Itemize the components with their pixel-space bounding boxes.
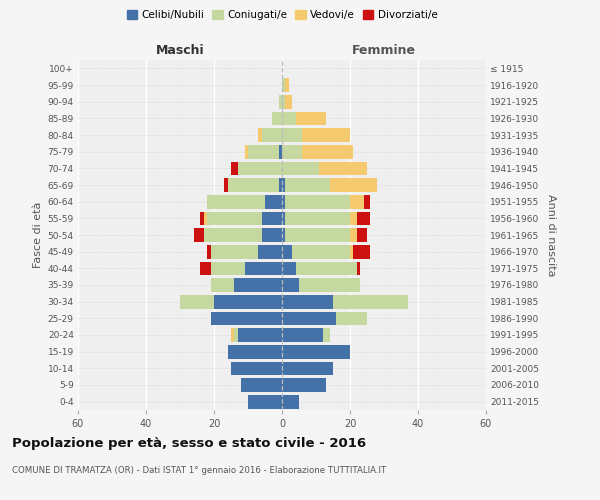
Text: COMUNE DI TRAMATZA (OR) - Dati ISTAT 1° gennaio 2016 - Elaborazione TUTTITALIA.I: COMUNE DI TRAMATZA (OR) - Dati ISTAT 1° … (12, 466, 386, 475)
Bar (238, 162, 282, 175)
Bar (200, 262, 211, 275)
Bar (282, 362, 333, 375)
Bar (353, 245, 370, 258)
Bar (319, 162, 367, 175)
Bar (282, 312, 337, 325)
Bar (282, 162, 319, 175)
Bar (241, 378, 282, 392)
Bar (350, 228, 357, 242)
Bar (211, 312, 282, 325)
Y-axis label: Anni di nascita: Anni di nascita (546, 194, 556, 276)
Bar (302, 128, 350, 142)
Bar (282, 345, 350, 358)
Bar (329, 178, 377, 192)
Bar (302, 145, 353, 158)
Bar (211, 262, 245, 275)
Bar (286, 195, 350, 208)
Text: Femmine: Femmine (352, 44, 416, 57)
Bar (231, 328, 235, 342)
Bar (282, 78, 286, 92)
Bar (207, 195, 265, 208)
Bar (265, 195, 282, 208)
Bar (278, 145, 282, 158)
Bar (235, 278, 282, 292)
Text: Maschi: Maschi (155, 44, 205, 57)
Bar (323, 328, 329, 342)
Bar (286, 212, 350, 225)
Bar (299, 278, 360, 292)
Bar (286, 95, 292, 108)
Bar (282, 295, 333, 308)
Y-axis label: Fasce di età: Fasce di età (34, 202, 43, 268)
Bar (357, 212, 370, 225)
Bar (282, 262, 296, 275)
Bar (214, 295, 282, 308)
Bar (207, 212, 262, 225)
Bar (227, 345, 282, 358)
Bar (278, 95, 282, 108)
Bar (248, 395, 282, 408)
Bar (357, 262, 360, 275)
Bar (282, 328, 323, 342)
Bar (235, 328, 238, 342)
Bar (227, 178, 278, 192)
Bar (231, 362, 282, 375)
Bar (231, 162, 238, 175)
Bar (296, 112, 326, 125)
Bar (272, 112, 282, 125)
Bar (282, 395, 299, 408)
Bar (286, 228, 350, 242)
Bar (245, 145, 248, 158)
Bar (278, 178, 282, 192)
Legend: Celibi/Nubili, Coniugati/e, Vedovi/e, Divorziati/e: Celibi/Nubili, Coniugati/e, Vedovi/e, Di… (122, 6, 442, 24)
Bar (211, 245, 258, 258)
Bar (200, 212, 204, 225)
Bar (258, 128, 262, 142)
Bar (238, 328, 282, 342)
Bar (292, 245, 350, 258)
Bar (364, 195, 370, 208)
Bar (204, 212, 207, 225)
Bar (350, 195, 364, 208)
Bar (282, 278, 299, 292)
Bar (282, 112, 296, 125)
Bar (282, 228, 286, 242)
Bar (282, 95, 286, 108)
Bar (286, 78, 289, 92)
Bar (245, 262, 282, 275)
Bar (180, 295, 214, 308)
Bar (333, 295, 408, 308)
Bar (282, 145, 302, 158)
Bar (282, 178, 286, 192)
Bar (211, 278, 235, 292)
Bar (262, 128, 282, 142)
Text: Popolazione per età, sesso e stato civile - 2016: Popolazione per età, sesso e stato civil… (12, 438, 366, 450)
Bar (286, 178, 329, 192)
Bar (282, 195, 286, 208)
Bar (258, 245, 282, 258)
Bar (262, 212, 282, 225)
Bar (204, 228, 262, 242)
Bar (248, 145, 278, 158)
Bar (194, 228, 204, 242)
Bar (282, 128, 302, 142)
Bar (224, 178, 227, 192)
Bar (207, 245, 211, 258)
Bar (337, 312, 367, 325)
Bar (282, 245, 292, 258)
Bar (282, 378, 326, 392)
Bar (262, 228, 282, 242)
Bar (296, 262, 357, 275)
Bar (350, 212, 357, 225)
Bar (350, 245, 353, 258)
Bar (282, 212, 286, 225)
Bar (357, 228, 367, 242)
